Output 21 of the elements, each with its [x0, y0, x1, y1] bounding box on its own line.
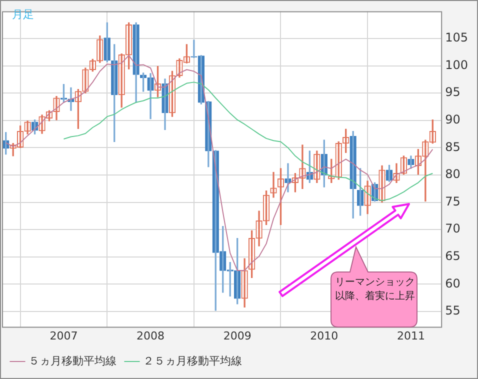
- x-tick-label: 2007: [50, 329, 78, 342]
- y-tick-label: 105: [445, 30, 468, 45]
- y-tick-label: 90: [445, 112, 460, 127]
- y-tick-label: 95: [445, 85, 460, 100]
- x-tick-label: 2010: [310, 329, 338, 342]
- x-tick-label: 2011: [396, 329, 425, 342]
- y-tick-label: 65: [445, 249, 460, 264]
- x-tick-label: 2008: [136, 329, 165, 342]
- legend-label: ２５ヵ月移動平均線: [143, 354, 242, 368]
- y-tick-label: 100: [445, 58, 468, 72]
- legend-label: ５ヵ月移動平均線: [28, 354, 116, 368]
- y-tick-label: 55: [445, 304, 460, 318]
- y-tick-label: 75: [445, 194, 460, 208]
- speech-bubble: リーマンショック以降、着実に上昇: [330, 246, 418, 328]
- y-tick-label: 60: [445, 276, 460, 290]
- y-tick-label: 70: [445, 222, 460, 236]
- y-tick-label: 80: [445, 167, 460, 182]
- annotation: リーマンショック以降、着実に上昇: [335, 276, 415, 304]
- chart-title: 月足: [12, 7, 34, 22]
- y-tick-label: 85: [445, 140, 460, 154]
- x-tick-label: 2009: [223, 329, 252, 342]
